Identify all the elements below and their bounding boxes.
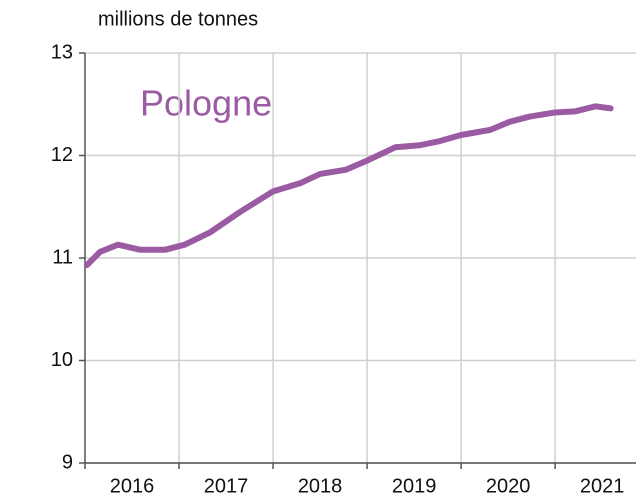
x-tick-label: 2021 bbox=[580, 475, 625, 497]
y-tick-label: 10 bbox=[51, 349, 73, 371]
y-axis-label: millions de tonnes bbox=[98, 8, 258, 30]
y-tick-label: 9 bbox=[62, 451, 73, 473]
x-tick-label: 2016 bbox=[110, 475, 155, 497]
y-tick-label: 11 bbox=[52, 246, 73, 268]
annotation: Pologne bbox=[140, 83, 272, 124]
y-tick-label: 12 bbox=[51, 144, 73, 166]
y-tick-label: 13 bbox=[51, 41, 73, 63]
x-tick-label: 2020 bbox=[486, 475, 531, 497]
x-tick-label: 2018 bbox=[298, 475, 343, 497]
x-tick-label: 2019 bbox=[392, 475, 437, 497]
x-tick-label: 2017 bbox=[204, 475, 249, 497]
line bbox=[83, 103, 614, 269]
